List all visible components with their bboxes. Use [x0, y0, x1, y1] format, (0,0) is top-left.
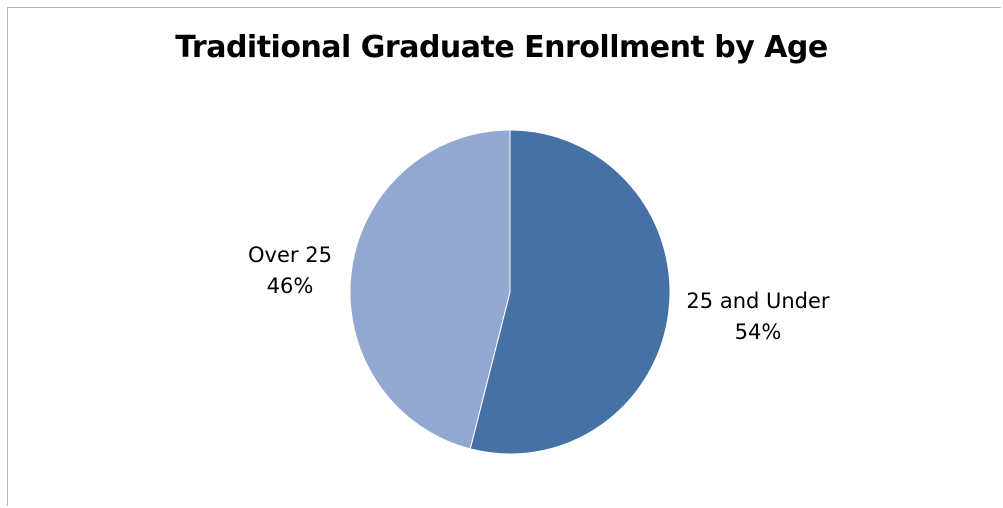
slice-category-label: Over 25	[248, 243, 332, 267]
chart-title: Traditional Graduate Enrollment by Age	[175, 30, 828, 65]
pie-slice-2	[349, 129, 511, 450]
pie-slices	[349, 129, 671, 455]
slice-percent-label: 46%	[267, 274, 314, 298]
slice-percent-label: 54%	[735, 320, 782, 344]
pie-labels: 25 and Under 54% Over 25 46%	[248, 243, 830, 344]
slice-label-2: Over 25 46%	[248, 243, 332, 298]
slice-category-label: 25 and Under	[686, 289, 830, 313]
slice-label-1: 25 and Under 54%	[686, 289, 830, 344]
pie-slice-1	[469, 129, 671, 455]
